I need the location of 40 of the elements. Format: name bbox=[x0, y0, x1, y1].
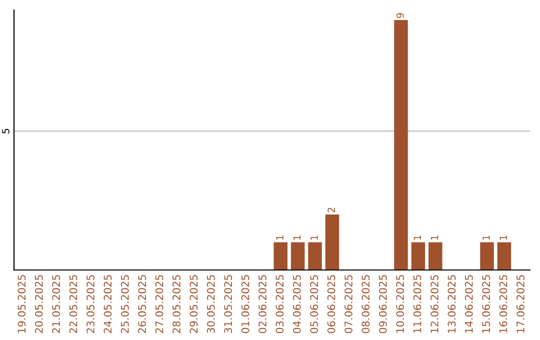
x-tick-label: 23.05.2025 bbox=[86, 275, 94, 334]
x-tick-label: 28.05.2025 bbox=[172, 275, 180, 334]
ref-line-label: 5 bbox=[2, 128, 10, 134]
x-tick-label: 29.05.2025 bbox=[190, 275, 198, 334]
x-tick-label: 01.06.2025 bbox=[241, 275, 250, 334]
data-label: 1 bbox=[430, 236, 438, 240]
x-tick-label: 04.06.2025 bbox=[292, 275, 301, 334]
data-label: 1 bbox=[500, 236, 507, 240]
x-tick-label: 03.06.2025 bbox=[276, 275, 284, 334]
x-tick-label: 24.05.2025 bbox=[104, 275, 112, 334]
data-label: 1 bbox=[310, 236, 318, 240]
x-tick-label: 06.06.2025 bbox=[327, 275, 336, 334]
data-label: 1 bbox=[414, 236, 421, 240]
data-label: 1 bbox=[293, 236, 300, 240]
x-tick-label: 30.05.2025 bbox=[206, 275, 215, 334]
x-tick-label: 10.06.2025 bbox=[396, 275, 404, 333]
x-tick-label: 31.05.2025 bbox=[224, 275, 232, 334]
x-tick-label: 05.06.2025 bbox=[310, 275, 318, 334]
x-tick-label: 14.06.2025 bbox=[464, 275, 473, 333]
x-tick-label: 19.05.2025 bbox=[18, 275, 26, 333]
x-tick-label: 21.05.2025 bbox=[52, 275, 60, 334]
x-tick-label: 12.06.2025 bbox=[430, 275, 438, 333]
x-tick-label: 16.06.2025 bbox=[499, 275, 508, 333]
x-tick-label: 09.06.2025 bbox=[378, 275, 387, 334]
x-tick-label: 15.06.2025 bbox=[482, 275, 490, 333]
x-tick-label: 02.06.2025 bbox=[258, 275, 266, 334]
x-tick-label: 25.05.2025 bbox=[120, 275, 129, 334]
x-tick-label: 17.06.2025 bbox=[516, 275, 524, 333]
data-label: 2 bbox=[328, 208, 335, 212]
data-label: 1 bbox=[482, 236, 490, 240]
data-label: 1 bbox=[276, 236, 284, 240]
x-tick-label: 08.06.2025 bbox=[362, 275, 370, 334]
x-tick-label: 22.05.2025 bbox=[69, 275, 78, 334]
x-tick-label: 07.06.2025 bbox=[344, 275, 352, 334]
x-tick-label: 13.06.2025 bbox=[448, 275, 456, 333]
x-tick-label: 20.05.2025 bbox=[34, 275, 43, 334]
x-tick-label: 26.05.2025 bbox=[138, 275, 146, 334]
x-tick-label: 11.06.2025 bbox=[413, 275, 422, 333]
data-label: 9 bbox=[396, 13, 404, 18]
x-tick-label: 27.05.2025 bbox=[155, 275, 164, 334]
